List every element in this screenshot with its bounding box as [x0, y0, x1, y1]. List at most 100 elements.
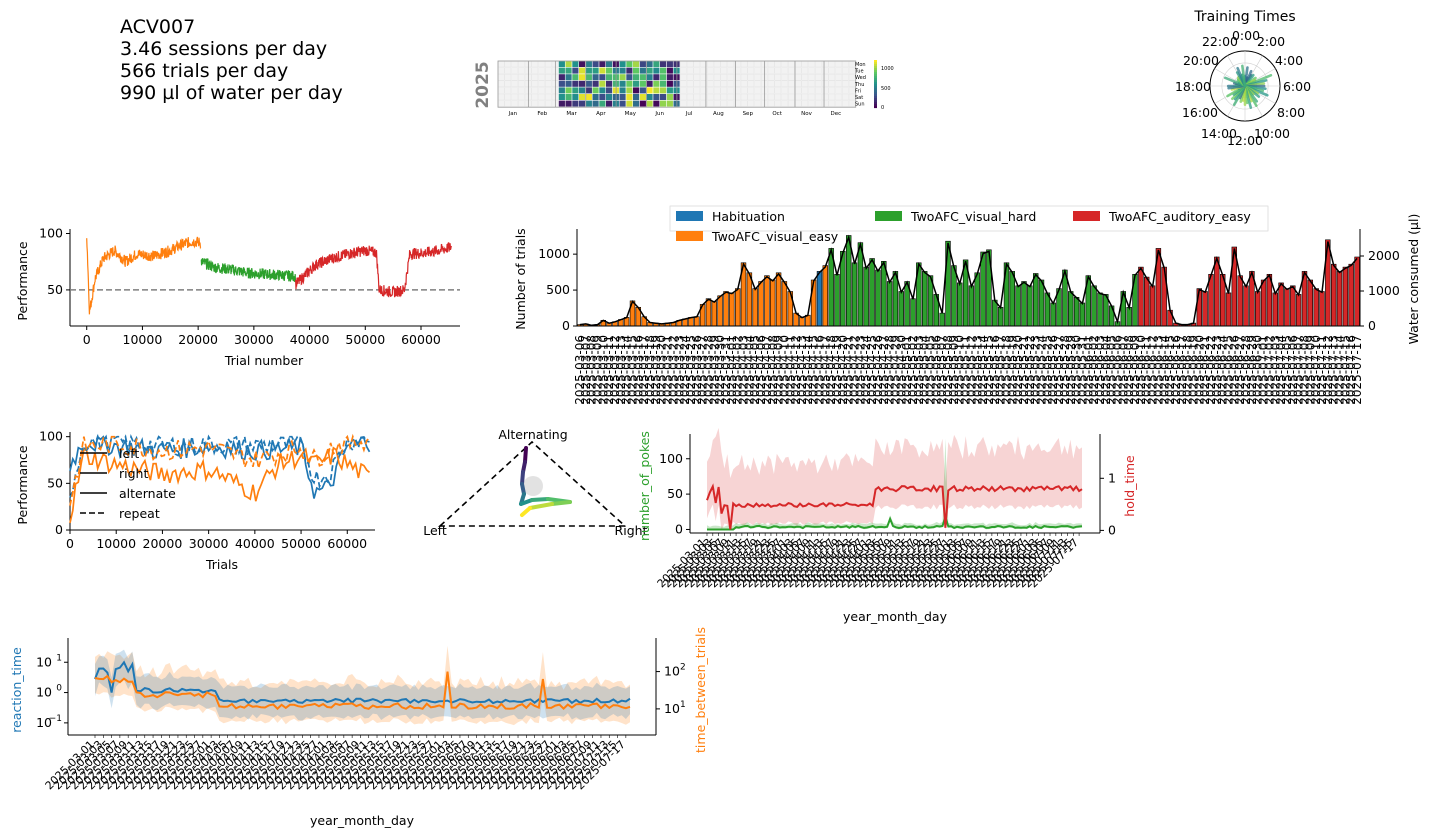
- bars-date-label: 2025-07-11: [1315, 335, 1329, 405]
- bars-date-label: 2025-05-31: [1075, 335, 1089, 405]
- calendar-cell: [646, 61, 653, 67]
- calendar-cell: [599, 94, 606, 100]
- calendar-cell: [815, 87, 822, 94]
- bars-date-label: 2025-05-24: [1035, 335, 1049, 405]
- bars-date-label: 2025-03-31: [719, 335, 733, 405]
- calendar-cell: [821, 80, 829, 88]
- perf-xtick-label: 50000: [345, 332, 385, 347]
- calendar-cell: [707, 87, 714, 94]
- calendar-cell: [821, 100, 829, 107]
- polar-hour-label: 14:00: [1201, 126, 1237, 141]
- bars-date-label: 2025-03-19: [649, 335, 663, 405]
- calendar-cell: [815, 67, 822, 74]
- calendar-cell: [815, 60, 822, 68]
- calendar-cell: [754, 67, 761, 74]
- calendar-cell: [713, 80, 721, 88]
- bar: [705, 298, 712, 327]
- legend-label: TwoAFC_visual_easy: [711, 229, 839, 244]
- rt-ylabel: reaction_time: [9, 647, 24, 733]
- colorbar-tick: 0: [881, 105, 884, 111]
- polar-hour-label: 6:00: [1283, 79, 1311, 94]
- bar: [1196, 288, 1203, 327]
- calendar-cell: [801, 67, 809, 74]
- bars-date-label: 2025-06-30: [1251, 335, 1265, 405]
- bars-date-label: 2025-05-03: [912, 335, 926, 405]
- bar: [746, 272, 753, 327]
- bars-date-label: 2025-05-09: [947, 335, 961, 405]
- calendar-cell: [821, 87, 829, 94]
- calendar-cell: [794, 87, 802, 94]
- perf-xtick-label: 10000: [123, 332, 163, 347]
- bars-date-label: 2025-04-11: [783, 335, 797, 405]
- bar: [863, 266, 869, 327]
- colorbar-segment: [874, 62, 877, 65]
- calendar-weekday-label: Tue: [854, 69, 864, 75]
- calendar-weekday-label: Thu: [854, 82, 864, 88]
- calendar-cell: [619, 80, 626, 87]
- rt-ytick-label: 10: [36, 715, 52, 730]
- calendar-cell: [747, 73, 755, 81]
- calendar-cell: [497, 80, 505, 88]
- calendar-cell: [740, 60, 748, 68]
- triangle-vertex-label: Right: [615, 523, 648, 538]
- calendar-cell: [686, 93, 694, 101]
- calendar-cell: [754, 80, 761, 88]
- bar: [1073, 296, 1080, 327]
- colorbar-segment: [874, 90, 877, 93]
- sessions-per-day: 3.46 sessions per day: [120, 38, 328, 60]
- calendar-cell: [558, 67, 565, 74]
- calendar-cell: [572, 61, 579, 67]
- calendar-cell: [538, 60, 545, 68]
- calendar-cell: [720, 80, 728, 88]
- calendar-cell: [808, 80, 815, 88]
- calendar-cell: [794, 100, 802, 107]
- colorbar-segment: [874, 68, 877, 71]
- calendar-cell: [572, 74, 579, 81]
- calendar-cell: [633, 94, 640, 100]
- bars-date-label: 2025-03-29: [707, 335, 721, 405]
- bars-date-label: 2025-03-27: [696, 335, 710, 405]
- calendar-cell: [545, 93, 552, 101]
- bars-date-label: 2025-07-01: [1257, 335, 1271, 405]
- calendar-cell: [707, 67, 714, 74]
- bars-date-label: 2025-06-14: [1157, 335, 1171, 405]
- calendar-cell: [518, 80, 525, 88]
- calendar-cell: [565, 74, 572, 81]
- water-line: [579, 234, 1358, 327]
- bars-date-label: 2025-04-17: [818, 335, 832, 405]
- calendar-cell: [781, 100, 788, 107]
- calendar-cell: [781, 73, 788, 81]
- calendar-cell: [639, 100, 646, 107]
- calendar-cell: [835, 73, 842, 81]
- calendar-cell: [518, 67, 525, 74]
- calendar-cell: [713, 73, 721, 81]
- bars-date-label: 2025-05-19: [1005, 335, 1019, 405]
- calendar-cell: [734, 73, 741, 81]
- calendar-cell: [518, 100, 525, 107]
- calendar-cell: [633, 61, 640, 67]
- performance-chart: 0 10000 20000 30000 40000 50000 60000 50 100 Tri…: [15, 226, 460, 368]
- colorbar-segment: [874, 92, 877, 95]
- training-times-polar: Training Times 0:002:00 4:00 6:00 8:00 10:00…: [1175, 9, 1311, 148]
- bars-date-label: 2025-06-16: [1169, 335, 1183, 405]
- side-xtick-label: 40000: [235, 536, 275, 551]
- bars-date-label: 2025-03-30: [713, 335, 727, 405]
- polar-hour-label: 18:00: [1175, 79, 1211, 94]
- calendar-cell: [531, 93, 539, 101]
- calendar-cell: [774, 87, 782, 94]
- calendar-cell: [666, 94, 673, 100]
- bars-ytick-label: 0: [562, 318, 570, 333]
- calendar-month-label: Sep: [743, 111, 754, 117]
- calendar-cell: [545, 80, 552, 88]
- time-between-line: [94, 671, 631, 711]
- bar: [881, 260, 887, 327]
- legend-swatch: [1073, 211, 1100, 221]
- calendar-cell: [680, 100, 687, 107]
- bar: [717, 295, 723, 327]
- calendar-cell: [511, 60, 518, 68]
- bars-date-label: 2025-05-04: [918, 335, 932, 405]
- calendar-weekday-label: Mon: [855, 62, 866, 68]
- calendar-cell: [558, 87, 565, 94]
- calendar-cell: [821, 60, 829, 68]
